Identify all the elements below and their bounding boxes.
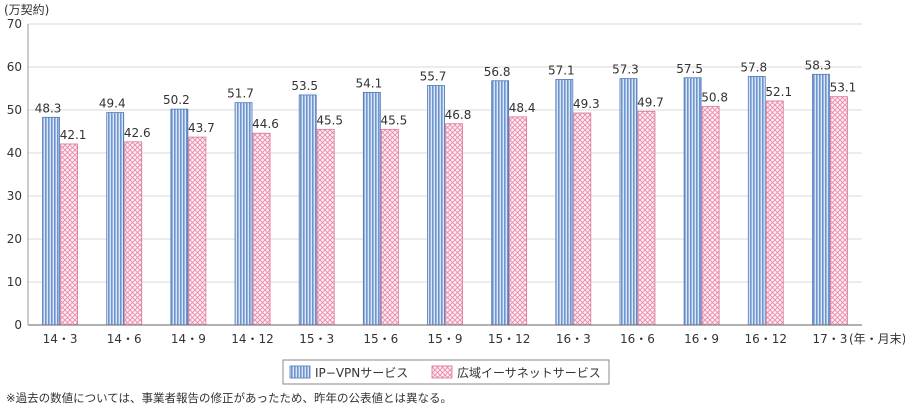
legend-swatch-wide-area-ethernet <box>431 365 453 379</box>
data-label-wide-area-ethernet: 45.5 <box>380 113 407 127</box>
x-tick-label: 16・9 <box>684 332 719 346</box>
bar-ip-vpn <box>170 108 189 326</box>
bar-wide-area-ethernet <box>701 106 720 326</box>
bar-ip-vpn <box>298 94 317 326</box>
bar-wide-area-ethernet <box>765 100 784 326</box>
data-label-wide-area-ethernet: 42.1 <box>60 128 87 142</box>
data-label-ip-vpn: 58.3 <box>805 58 832 72</box>
x-tick-label: 14・6 <box>107 332 142 346</box>
data-label-ip-vpn: 55.7 <box>420 69 447 83</box>
data-label-wide-area-ethernet: 43.7 <box>188 121 215 135</box>
bar-wide-area-ethernet <box>380 128 399 326</box>
x-tick-label: 17・3 <box>812 332 847 346</box>
legend-label-wide-area-ethernet: 広域イーサネットサービス <box>457 366 601 380</box>
x-tick-label: 16・12 <box>744 332 787 346</box>
bar-ip-vpn <box>812 73 830 326</box>
x-tick-label: 14・12 <box>231 332 274 346</box>
data-label-ip-vpn: 54.1 <box>355 76 382 90</box>
bar-ip-vpn <box>491 80 510 326</box>
bar-ip-vpn <box>619 78 638 326</box>
x-axis-unit-label: (年・月末) <box>849 332 905 346</box>
bar-wide-area-ethernet <box>252 132 271 326</box>
data-label-wide-area-ethernet: 52.1 <box>765 85 792 99</box>
data-label-ip-vpn: 57.3 <box>612 63 639 77</box>
data-label-ip-vpn: 57.5 <box>676 62 703 76</box>
bar-ip-vpn <box>683 77 702 326</box>
x-tick-label: 14・9 <box>171 332 206 346</box>
data-label-wide-area-ethernet: 42.6 <box>124 126 151 140</box>
data-label-ip-vpn: 53.5 <box>291 79 318 93</box>
data-label-ip-vpn: 57.1 <box>548 63 575 77</box>
y-tick-label: 50 <box>7 103 22 117</box>
legend-label-ip-vpn: IP−VPNサービス <box>315 366 408 380</box>
x-tick-label: 16・3 <box>556 332 591 346</box>
y-axis-ticks: 0 10 20 30 40 50 60 70 <box>7 17 22 332</box>
data-label-wide-area-ethernet: 45.5 <box>316 113 343 127</box>
data-label-wide-area-ethernet: 49.3 <box>573 97 600 111</box>
legend: IP−VPNサービス 広域イーサネットサービス <box>282 359 610 385</box>
y-tick-label: 0 <box>14 318 22 332</box>
data-label-ip-vpn: 56.8 <box>484 65 511 79</box>
data-label-ip-vpn: 57.8 <box>740 60 767 74</box>
data-label-wide-area-ethernet: 46.8 <box>445 108 472 122</box>
bar-ip-vpn <box>747 76 766 326</box>
bar-wide-area-ethernet <box>830 96 848 326</box>
bar-wide-area-ethernet <box>124 141 143 326</box>
y-tick-label: 10 <box>7 275 22 289</box>
x-tick-label: 15・12 <box>488 332 531 346</box>
x-tick-label: 14・3 <box>43 332 78 346</box>
bar-ip-vpn <box>234 102 253 326</box>
data-label-wide-area-ethernet: 53.1 <box>830 81 857 95</box>
data-labels: 48.3 42.1 49.4 42.6 50.2 43.7 51.7 44.6 53.5 45.5… <box>35 58 857 142</box>
data-label-wide-area-ethernet: 48.4 <box>509 101 536 115</box>
bar-ip-vpn <box>555 79 574 326</box>
x-tick-label: 15・3 <box>299 332 334 346</box>
bar-wide-area-ethernet <box>445 123 463 326</box>
gridlines <box>28 23 862 283</box>
x-tick-label: 15・6 <box>363 332 398 346</box>
bar-wide-area-ethernet <box>188 136 207 326</box>
bar-wide-area-ethernet <box>316 128 335 326</box>
data-label-wide-area-ethernet: 49.7 <box>637 95 664 109</box>
bar-wide-area-ethernet <box>573 112 592 326</box>
data-label-wide-area-ethernet: 44.6 <box>252 117 279 131</box>
legend-swatch-ip-vpn <box>289 365 311 379</box>
bars <box>42 73 848 326</box>
y-tick-label: 20 <box>7 232 22 246</box>
data-label-wide-area-ethernet: 50.8 <box>701 91 728 105</box>
data-label-ip-vpn: 50.2 <box>163 93 190 107</box>
y-tick-label: 70 <box>7 17 22 31</box>
data-label-ip-vpn: 49.4 <box>99 97 126 111</box>
data-label-ip-vpn: 51.7 <box>227 87 254 101</box>
y-axis-unit-label: (万契約) <box>4 2 49 17</box>
bar-wide-area-ethernet <box>637 110 656 326</box>
bar-ip-vpn <box>427 85 445 326</box>
y-tick-label: 30 <box>7 189 22 203</box>
y-tick-label: 60 <box>7 60 22 74</box>
bar-wide-area-ethernet <box>60 143 78 326</box>
x-axis-ticks: 14・3 14・6 14・9 14・12 15・3 15・6 15・9 15・12 16・3 16… <box>43 332 848 346</box>
x-tick-label: 16・6 <box>620 332 655 346</box>
footnote: ※過去の数値については、事業者報告の修正があったため、昨年の公表値とは異なる。 <box>6 391 453 405</box>
data-label-ip-vpn: 48.3 <box>35 101 62 115</box>
y-tick-label: 40 <box>7 146 22 160</box>
bar-ip-vpn <box>106 112 125 326</box>
bar-ip-vpn <box>42 116 60 326</box>
bar-ip-vpn <box>362 91 381 326</box>
x-tick-label: 15・9 <box>428 332 463 346</box>
bar-wide-area-ethernet <box>509 116 528 326</box>
